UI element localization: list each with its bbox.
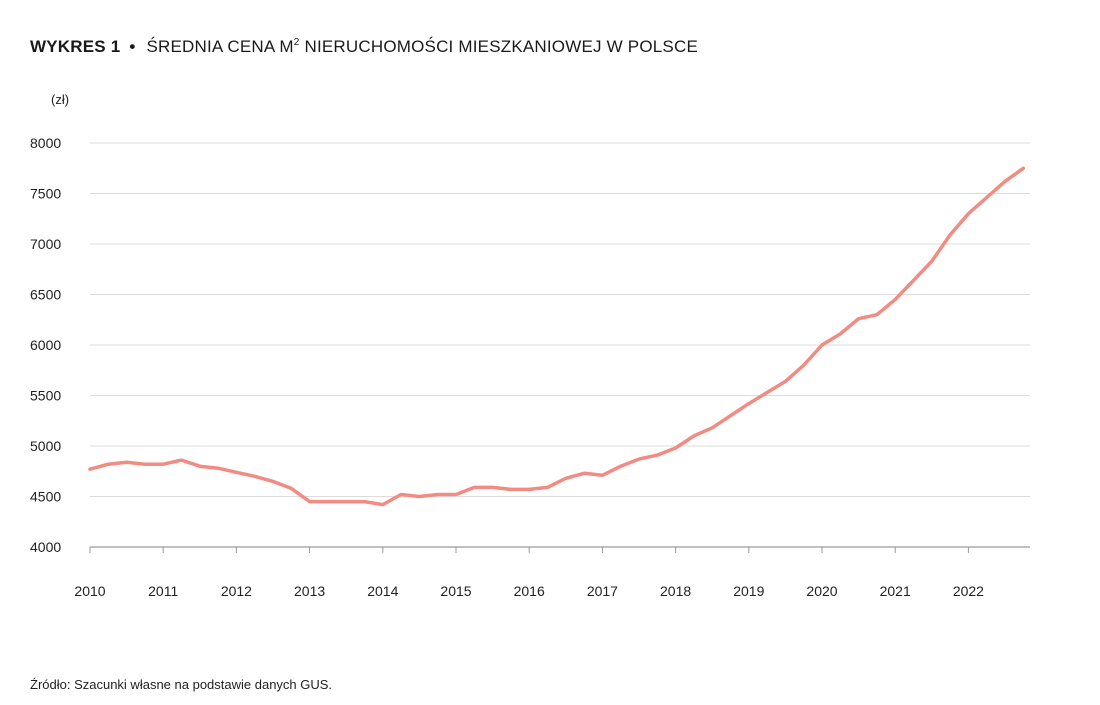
y-tick-label: 5000 xyxy=(30,438,61,454)
chart-title-text-start: ŚREDNIA CENA M xyxy=(146,37,294,56)
y-tick-label: 7500 xyxy=(30,186,61,202)
x-tick-label: 2020 xyxy=(806,583,837,599)
y-tick-label: 6000 xyxy=(30,337,61,353)
x-tick-label: 2014 xyxy=(367,583,398,599)
chart-title-superscript: 2 xyxy=(293,37,300,48)
y-tick-label: 8000 xyxy=(30,135,61,151)
y-tick-label: 4500 xyxy=(30,489,61,505)
x-tick-label: 2017 xyxy=(587,583,618,599)
x-tick-label: 2015 xyxy=(440,583,471,599)
x-tick-label: 2012 xyxy=(221,583,252,599)
chart-title-label: WYKRES 1 xyxy=(30,37,121,56)
chart-title-bullet: • xyxy=(129,37,136,56)
y-tick-label: 4000 xyxy=(30,539,61,555)
x-tick-label: 2013 xyxy=(294,583,325,599)
y-axis-label: (zł) xyxy=(51,92,69,107)
x-tick-label: 2010 xyxy=(74,583,105,599)
x-tick-label: 2011 xyxy=(148,583,178,599)
x-tick-label: 2022 xyxy=(953,583,984,599)
y-tick-label: 6500 xyxy=(30,287,61,303)
chart-title: WYKRES 1 • ŚREDNIA CENA M2 NIERUCHOMOŚCI… xyxy=(30,37,698,57)
line-chart: 4000 4500 5000 5500 6000 6500 7000 7500 8000 (zł)… xyxy=(30,92,1030,599)
y-tick-label: 7000 xyxy=(30,236,61,252)
x-tick-label: 2018 xyxy=(660,583,691,599)
x-tick-label: 2019 xyxy=(733,583,764,599)
chart-title-text-end: NIERUCHOMOŚCI MIESZKANIOWEJ W POLSCE xyxy=(299,37,698,56)
series-line-price xyxy=(88,166,1026,507)
source-note: Źródło: Szacunki własne na podstawie dan… xyxy=(30,677,333,692)
y-tick-label: 5500 xyxy=(30,388,61,404)
x-tick-label: 2016 xyxy=(514,583,545,599)
x-tick-label: 2021 xyxy=(880,583,911,599)
